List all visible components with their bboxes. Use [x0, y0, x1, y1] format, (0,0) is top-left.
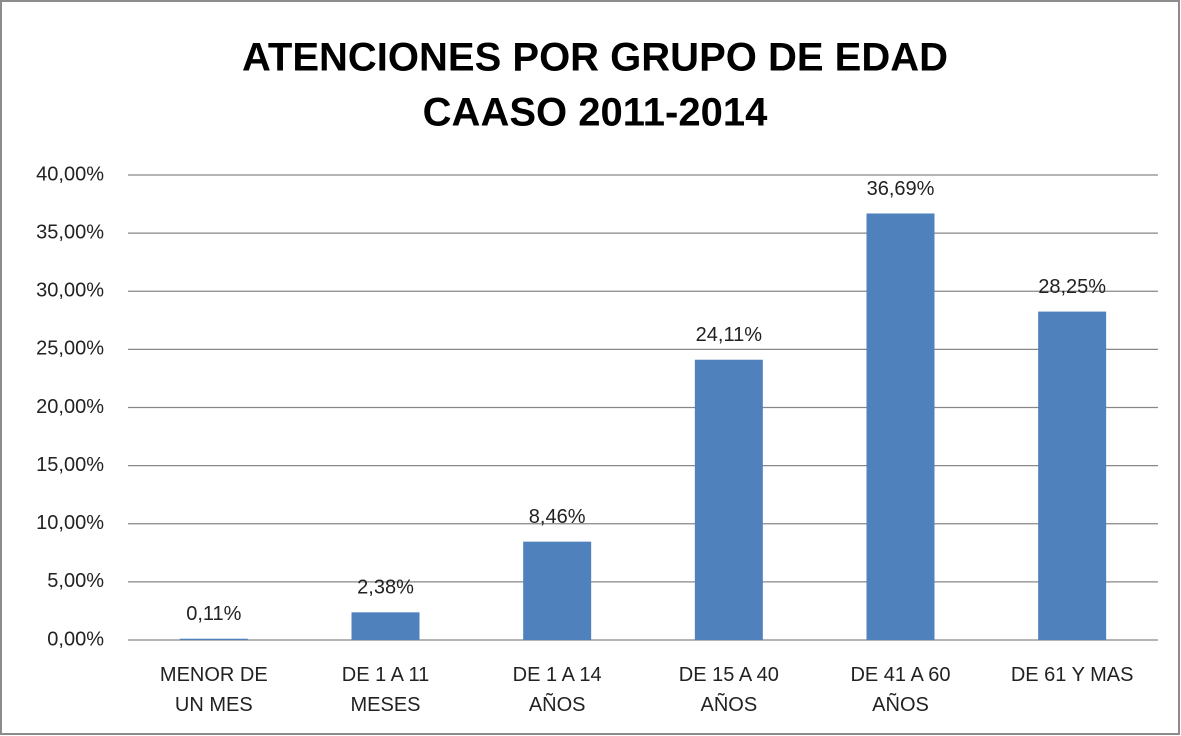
bar	[1038, 311, 1107, 640]
y-tick-label: 10,00%	[36, 512, 104, 534]
x-tick-label: DE 61 Y MAS	[1010, 664, 1134, 686]
data-label: 8,46%	[529, 506, 586, 528]
x-tick-label: MENOR DE UN MES	[159, 664, 268, 716]
chart-title: CAASO 2011-2014	[423, 91, 768, 135]
bar	[694, 359, 763, 640]
bar	[866, 213, 935, 640]
x-tick-label: DE 41 A 60 AÑOS	[850, 664, 951, 716]
y-tick-label: 15,00%	[36, 454, 104, 476]
data-label: 0,11%	[186, 603, 241, 625]
y-tick-label: 30,00%	[36, 280, 104, 302]
bar	[523, 541, 592, 640]
x-tick-label: DE 1 A 14 AÑOS	[512, 664, 602, 716]
y-tick-label: 20,00%	[36, 396, 104, 418]
bar	[179, 638, 248, 640]
y-tick-label: 25,00%	[36, 338, 104, 360]
y-tick-label: 35,00%	[36, 221, 104, 243]
bar	[351, 612, 420, 640]
data-label: 36,69%	[867, 178, 935, 200]
y-tick-label: 40,00%	[36, 163, 104, 185]
y-tick-label: 0,00%	[47, 628, 104, 650]
chart-title: ATENCIONES POR GRUPO DE EDAD	[242, 36, 948, 80]
data-label: 28,25%	[1038, 276, 1106, 298]
data-label: 24,11%	[696, 324, 763, 346]
y-tick-label: 5,00%	[47, 570, 104, 592]
x-tick-label: DE 15 A 40 AÑOS	[678, 664, 779, 716]
data-label: 2,38%	[357, 577, 414, 599]
x-tick-label: DE 1 A 11 MESES	[341, 664, 430, 716]
